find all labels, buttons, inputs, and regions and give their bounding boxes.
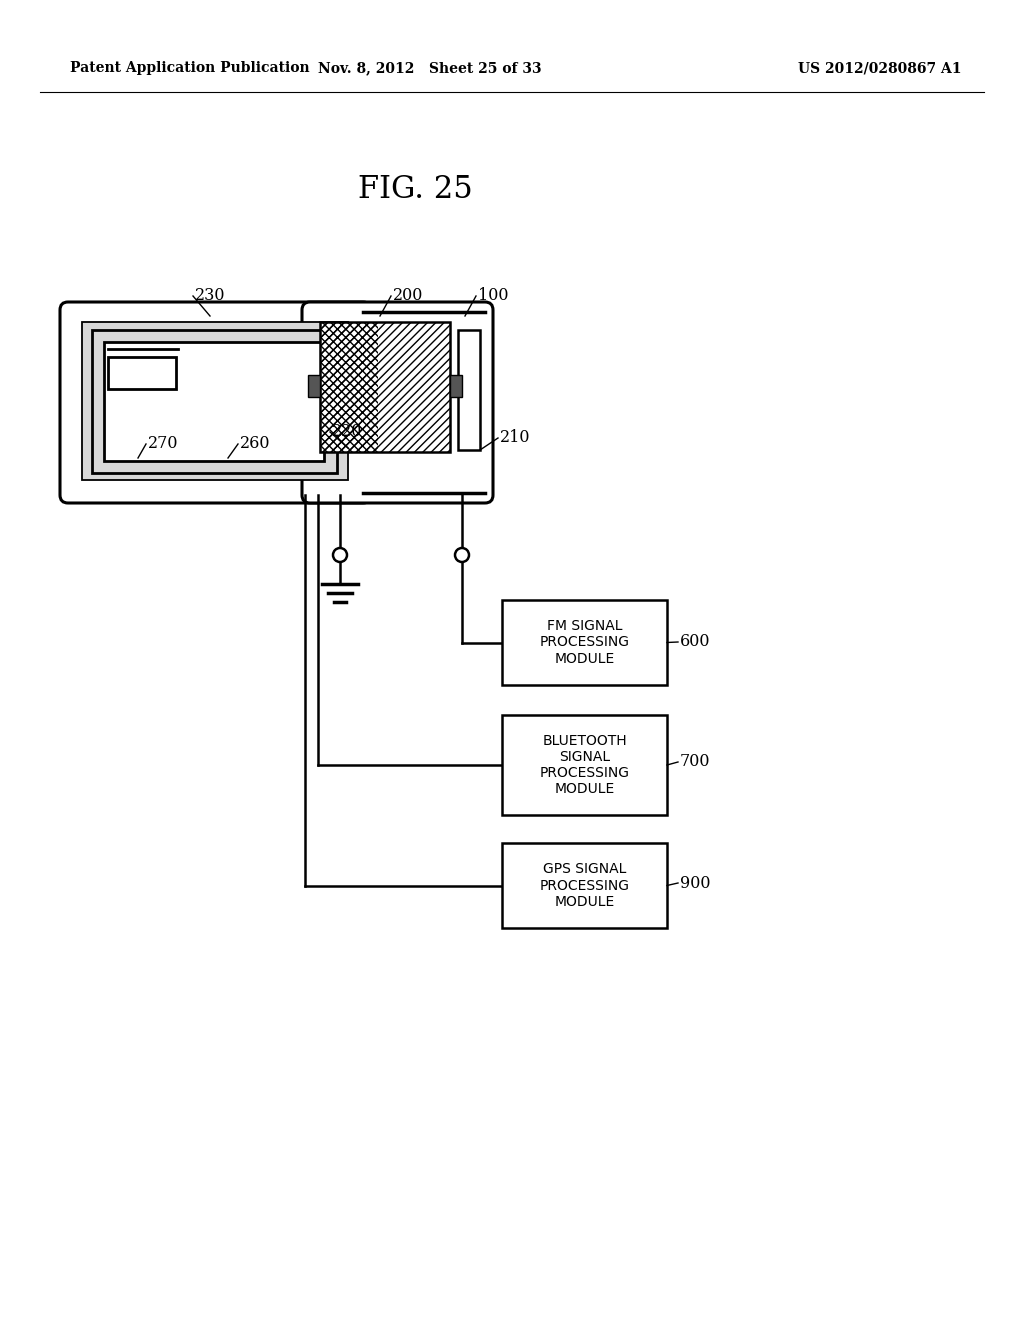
Text: 230: 230 xyxy=(195,288,225,305)
Bar xyxy=(458,330,480,450)
Bar xyxy=(308,375,319,397)
Text: 220: 220 xyxy=(332,424,362,441)
Circle shape xyxy=(455,548,469,562)
FancyBboxPatch shape xyxy=(302,302,493,503)
Bar xyxy=(108,356,176,389)
Bar xyxy=(502,843,667,928)
Text: Nov. 8, 2012   Sheet 25 of 33: Nov. 8, 2012 Sheet 25 of 33 xyxy=(318,61,542,75)
Bar xyxy=(319,322,450,451)
FancyBboxPatch shape xyxy=(60,302,371,503)
Text: 900: 900 xyxy=(680,874,711,891)
Bar xyxy=(82,322,348,480)
Circle shape xyxy=(333,548,347,562)
Bar xyxy=(502,715,667,814)
Text: GPS SIGNAL
PROCESSING
MODULE: GPS SIGNAL PROCESSING MODULE xyxy=(540,862,630,908)
Bar xyxy=(450,375,462,397)
Text: 200: 200 xyxy=(393,288,423,305)
Text: BLUETOOTH
SIGNAL
PROCESSING
MODULE: BLUETOOTH SIGNAL PROCESSING MODULE xyxy=(540,734,630,796)
Text: 260: 260 xyxy=(240,436,270,453)
Text: 600: 600 xyxy=(680,634,711,651)
Text: 270: 270 xyxy=(148,436,178,453)
Text: 210: 210 xyxy=(500,429,530,446)
Text: 700: 700 xyxy=(680,754,711,771)
Bar xyxy=(104,342,324,461)
Text: FM SIGNAL
PROCESSING
MODULE: FM SIGNAL PROCESSING MODULE xyxy=(540,619,630,665)
Text: Patent Application Publication: Patent Application Publication xyxy=(70,61,309,75)
Bar xyxy=(92,330,337,473)
Text: US 2012/0280867 A1: US 2012/0280867 A1 xyxy=(799,61,962,75)
Bar xyxy=(502,601,667,685)
Text: 100: 100 xyxy=(478,288,509,305)
Bar xyxy=(319,322,378,451)
Bar xyxy=(319,322,450,451)
Text: FIG. 25: FIG. 25 xyxy=(357,174,472,206)
